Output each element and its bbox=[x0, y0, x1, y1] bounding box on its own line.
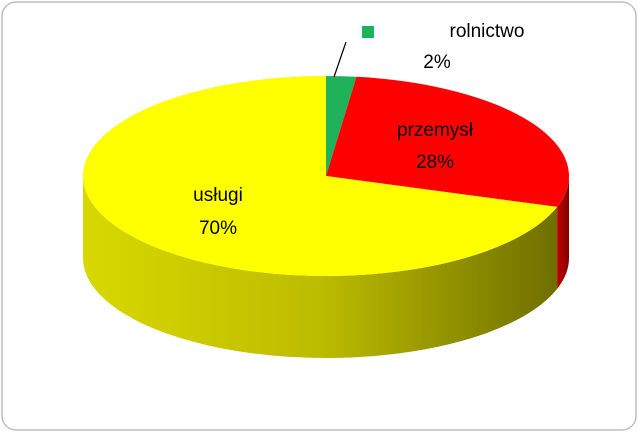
slice-side bbox=[557, 176, 569, 289]
value-label: 28% bbox=[416, 152, 454, 173]
value-label: 2% bbox=[423, 52, 451, 73]
category-label: usługi bbox=[193, 185, 243, 206]
category-label: rolnictwo bbox=[450, 21, 525, 42]
legend-key bbox=[382, 125, 394, 137]
legend-key bbox=[170, 190, 182, 202]
slice bbox=[326, 76, 569, 207]
pie bbox=[83, 76, 569, 359]
value-label: 70% bbox=[199, 218, 237, 239]
slice bbox=[83, 76, 558, 276]
labels: rolnictwo 2% przemysł 28% usługi 70% bbox=[170, 21, 524, 239]
legend-key bbox=[362, 26, 374, 38]
leader-line bbox=[333, 41, 347, 78]
slice-side bbox=[83, 176, 558, 359]
category-label: przemysł bbox=[397, 120, 474, 141]
slice bbox=[326, 76, 357, 176]
